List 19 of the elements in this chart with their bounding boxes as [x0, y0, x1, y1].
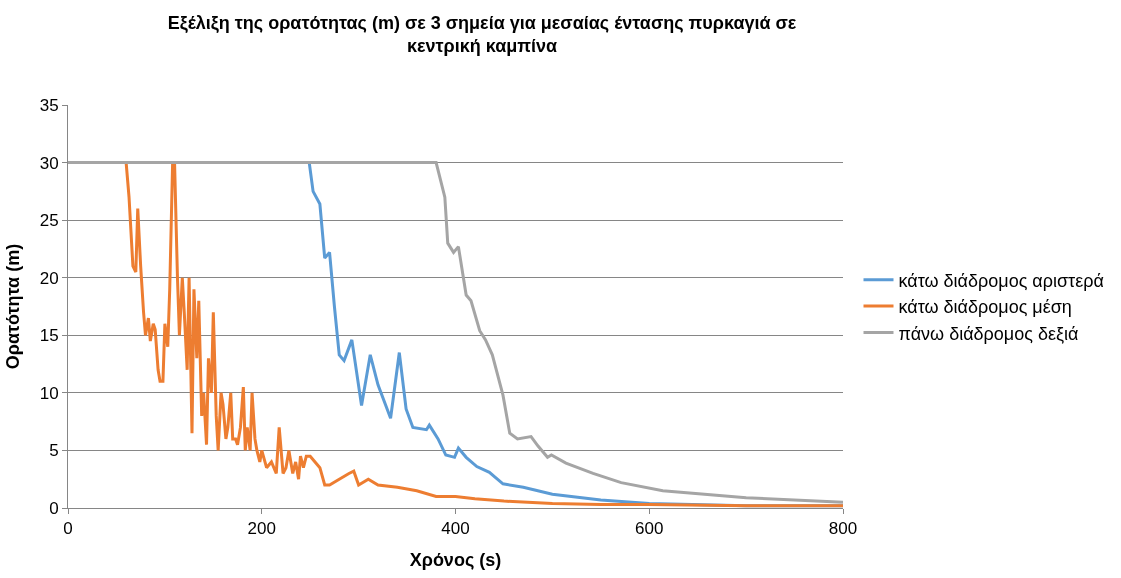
x-tick-label: 400 [441, 519, 470, 539]
y-tick-label: 20 [39, 268, 59, 288]
y-tick-label: 15 [39, 326, 59, 346]
y-tick-label: 25 [39, 211, 59, 231]
y-tick-label: 5 [49, 441, 59, 461]
legend-label: κάτω διάδρομος αριστερά [898, 270, 1104, 291]
y-tick-label: 10 [39, 383, 59, 403]
y-axis-title: Ορατότητα (m) [2, 243, 23, 370]
x-tick-label: 800 [828, 519, 858, 539]
y-tick-label: 30 [39, 153, 59, 173]
x-tick-label: 200 [247, 519, 276, 539]
legend-label: κάτω διάδρομος μέση [898, 297, 1072, 318]
x-tick-label: 600 [635, 519, 664, 539]
y-tick-label: 35 [39, 95, 59, 115]
chart-title: Εξέλιξη της ορατότητας (m) σε 3 σημεία για μεσαίας έντασης πυρκαγιά σε κεντρική καμπίνα [167, 12, 797, 57]
y-tick-label: 0 [49, 498, 59, 518]
x-axis-title: Χρόνος (s) [409, 549, 502, 570]
x-tick-label: 0 [63, 519, 73, 539]
legend-label: πάνω διάδρομος δεξιά [898, 323, 1079, 344]
